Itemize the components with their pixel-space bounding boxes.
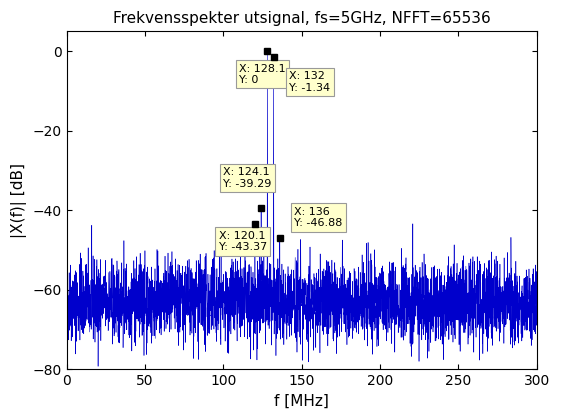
Text: X: 136
Y: -46.88: X: 136 Y: -46.88 bbox=[294, 207, 342, 228]
Text: X: 128.1
Y: 0: X: 128.1 Y: 0 bbox=[239, 63, 286, 85]
Text: X: 132
Y: -1.34: X: 132 Y: -1.34 bbox=[289, 71, 330, 93]
Text: X: 124.1
Y: -39.29: X: 124.1 Y: -39.29 bbox=[223, 167, 272, 189]
Title: Frekvensspekter utsignal, fs=5GHz, NFFT=65536: Frekvensspekter utsignal, fs=5GHz, NFFT=… bbox=[113, 11, 491, 26]
Y-axis label: |X(f)| [dB]: |X(f)| [dB] bbox=[11, 163, 27, 238]
Text: X: 120.1
Y: -43.37: X: 120.1 Y: -43.37 bbox=[219, 231, 267, 252]
X-axis label: f [MHz]: f [MHz] bbox=[274, 394, 329, 409]
